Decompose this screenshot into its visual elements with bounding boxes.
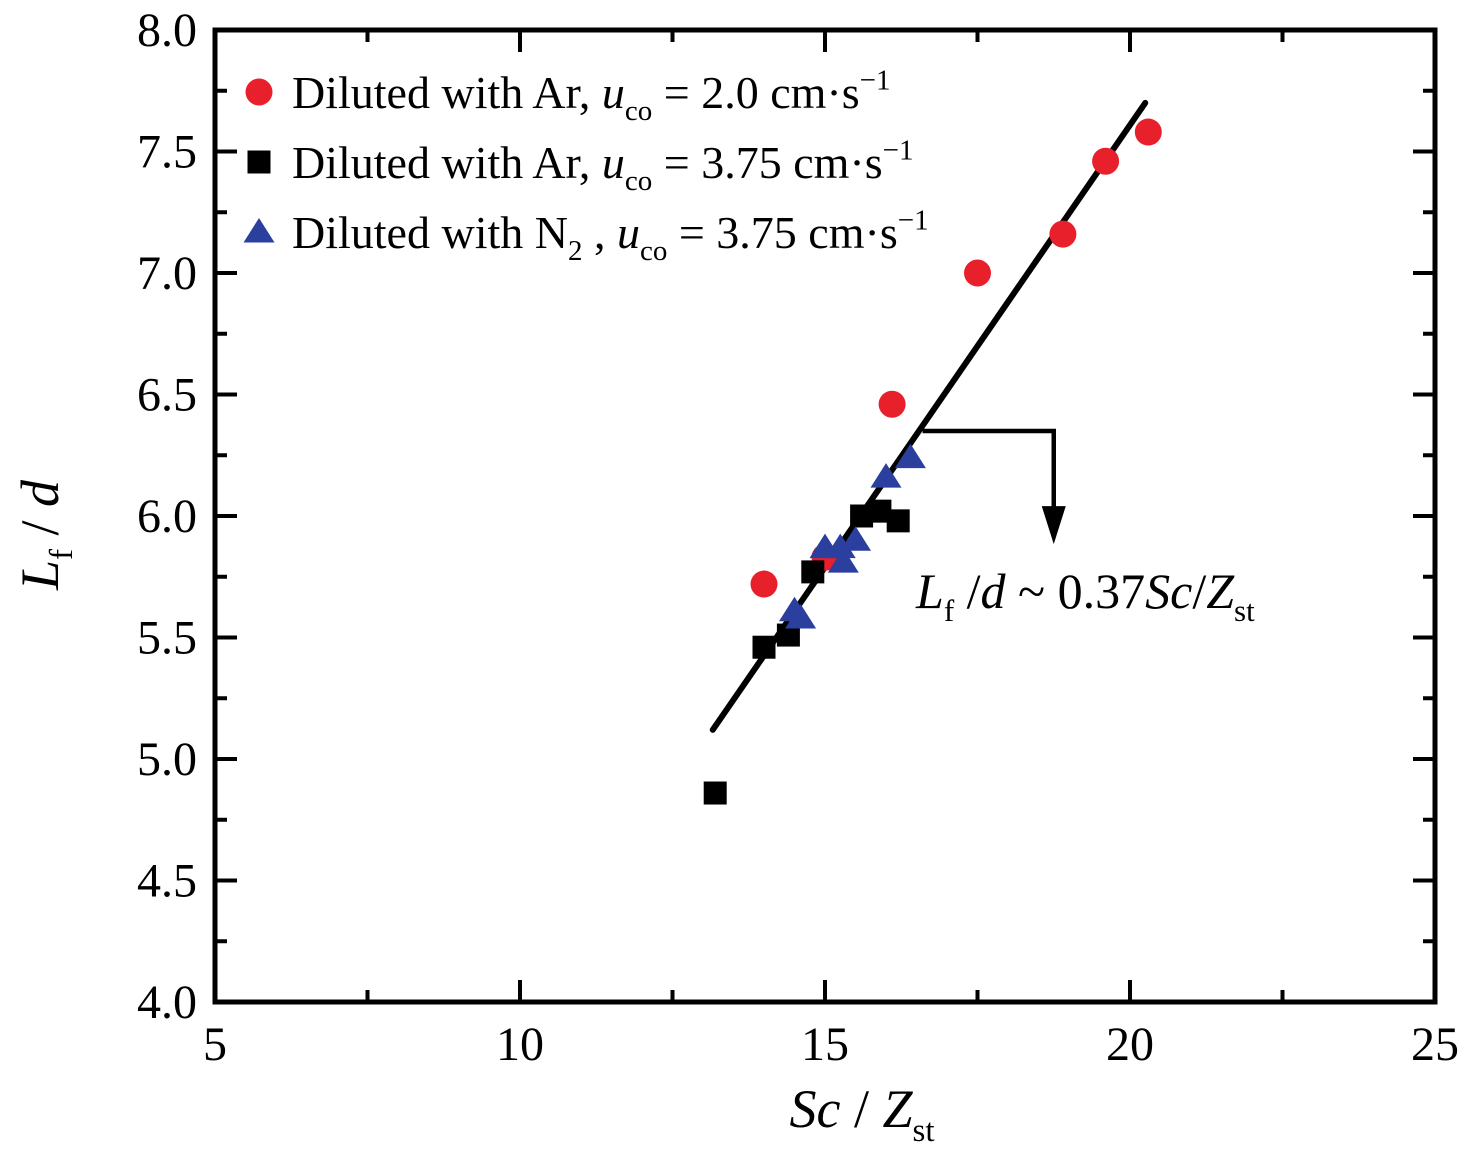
- x-axis-tick-label: 20: [1106, 1018, 1154, 1071]
- x-axis-tick-label: 25: [1411, 1018, 1459, 1071]
- y-axis-tick-label: 6.5: [137, 369, 197, 422]
- data-point-circle: [1049, 220, 1077, 248]
- y-axis-title: Lf / d: [10, 479, 80, 591]
- data-point-circle: [1092, 147, 1120, 175]
- data-point-circle: [878, 390, 906, 418]
- data-point-square: [850, 504, 874, 528]
- data-point-square: [752, 635, 776, 659]
- x-axis-title: Sc / Zst: [789, 1079, 934, 1149]
- y-axis-tick-label: 7.5: [137, 126, 197, 179]
- data-point-circle: [1134, 118, 1162, 146]
- legend-marker-circle: [245, 78, 273, 106]
- data-point-triangle: [785, 604, 817, 629]
- legend-item-label: Diluted with Ar, uco = 2.0 cm·s−1: [292, 65, 891, 127]
- data-point-triangle: [894, 443, 926, 469]
- y-axis-tick-label: 4.0: [137, 976, 197, 1029]
- data-point-square: [776, 623, 800, 647]
- annotation-text: Lf /d ~ 0.37Sc/Zst: [915, 563, 1255, 628]
- legend-marker-square: [247, 150, 271, 174]
- y-axis-tick-label: 5.0: [137, 733, 197, 786]
- data-point-square: [703, 781, 727, 805]
- data-point-square: [886, 509, 910, 533]
- x-axis-tick-label: 10: [496, 1018, 544, 1071]
- annotation-arrowhead: [1041, 506, 1066, 545]
- legend-item-label: Diluted with N2 , uco = 3.75 cm·s−1: [292, 205, 929, 267]
- annotation-arrow-line: [922, 428, 1056, 529]
- data-point-circle: [964, 259, 991, 287]
- x-axis-tick-label: 15: [801, 1018, 849, 1071]
- legend-item-label: Diluted with Ar, uco = 3.75 cm·s−1: [292, 135, 914, 197]
- y-axis-tick-label: 6.0: [137, 490, 197, 543]
- data-point-square: [868, 499, 892, 523]
- x-axis-tick-label: 5: [203, 1018, 227, 1071]
- y-axis-tick-label: 8.0: [137, 4, 197, 57]
- data-point-triangle: [827, 548, 859, 573]
- data-point-triangle: [824, 533, 856, 559]
- data-point-square: [801, 560, 825, 584]
- y-axis-tick-label: 5.5: [137, 612, 197, 665]
- y-axis-tick-label: 7.0: [137, 247, 197, 300]
- data-point-circle: [750, 570, 778, 598]
- legend-marker-triangle: [243, 218, 275, 243]
- data-point-triangle: [870, 463, 902, 488]
- y-axis-tick-label: 4.5: [137, 855, 197, 908]
- data-point-triangle: [840, 526, 871, 551]
